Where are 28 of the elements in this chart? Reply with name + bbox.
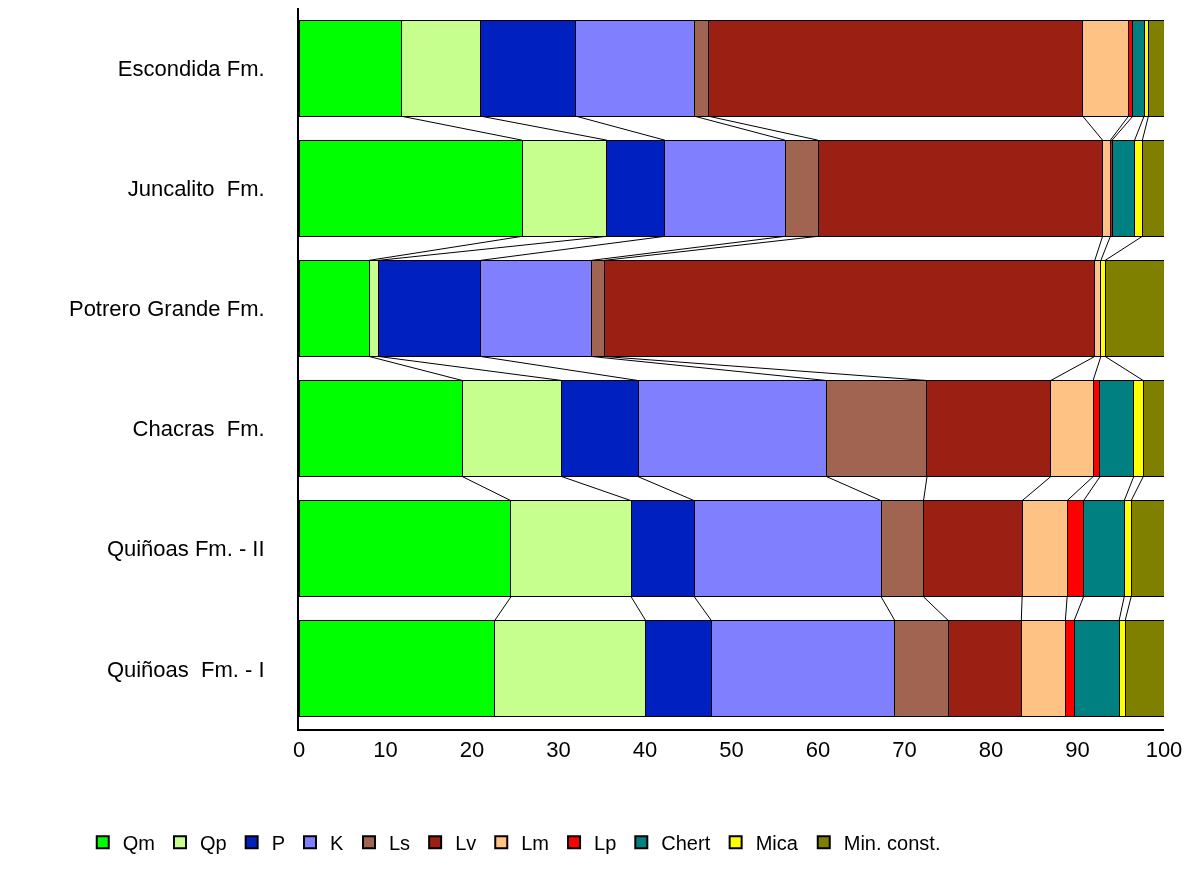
x-tick-label: 20 xyxy=(459,737,485,763)
y-tick-label: Potrero Grande Fm. xyxy=(68,296,265,322)
x-tick-label: 90 xyxy=(1065,737,1090,763)
y-tick-label: Chacras Fm. xyxy=(132,416,265,442)
y-tick-label: Juncalito Fm. xyxy=(127,175,265,201)
legend-label: Ls xyxy=(389,832,411,855)
y-tick-label: Quiñoas Fm. - I xyxy=(106,656,265,682)
legend-label: Chert xyxy=(661,832,711,855)
legend-label: Qm xyxy=(122,832,155,855)
x-tick-label: 40 xyxy=(632,737,658,763)
x-tick-label: 80 xyxy=(978,737,1004,763)
y-tick-label: Escondida Fm. xyxy=(117,55,265,81)
x-tick-label: 60 xyxy=(805,737,831,763)
x-tick-label: 100 xyxy=(1145,737,1183,763)
legend-label: K xyxy=(330,832,344,855)
y-tick-label: Quiñoas Fm. - II xyxy=(106,536,265,562)
legend-label: Min. const. xyxy=(843,832,941,855)
legend-label: Lp xyxy=(594,832,617,855)
x-tick-label: 70 xyxy=(892,737,917,763)
x-tick-label: 30 xyxy=(546,737,571,763)
x-tick-label: 50 xyxy=(719,737,744,763)
x-tick-label: 10 xyxy=(373,737,398,763)
legend-label: P xyxy=(271,832,285,855)
legend-label: Lm xyxy=(521,832,550,855)
legend-label: Qp xyxy=(199,832,227,855)
legend-label: Lv xyxy=(455,832,477,855)
legend-label: Mica xyxy=(755,832,799,855)
x-tick-label: 0 xyxy=(292,737,306,763)
